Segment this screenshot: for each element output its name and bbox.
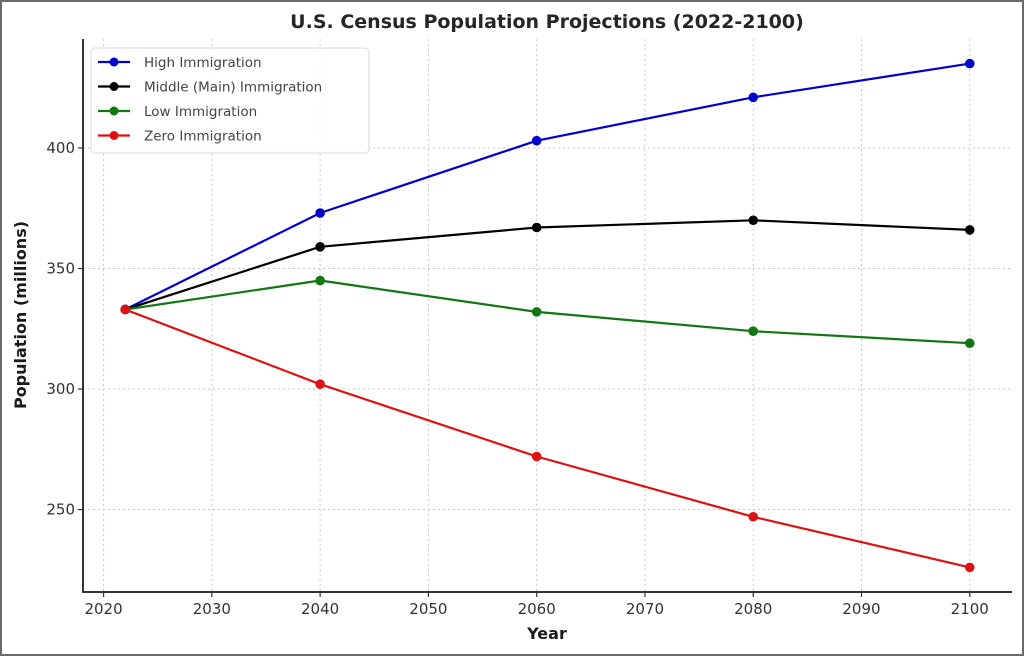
series-low-immigration <box>120 275 975 349</box>
legend: High Immigration Middle (Main) Immigratio… <box>90 47 370 154</box>
series-zero-immigration <box>120 304 975 573</box>
legend-box <box>90 47 370 154</box>
legend-label: Low Immigration <box>144 104 257 120</box>
series-line <box>124 308 971 569</box>
grid <box>83 39 1012 592</box>
data-point <box>964 58 975 69</box>
series-middle-main-immigration <box>120 215 975 315</box>
x-axis-label: Year <box>526 624 567 643</box>
legend-item: Zero Immigration <box>98 129 262 145</box>
y-tick-label: 400 <box>46 139 75 157</box>
data-point <box>748 92 759 103</box>
data-point <box>748 215 759 226</box>
legend-marker-icon <box>109 106 119 116</box>
x-tick-label: 2090 <box>842 600 880 618</box>
legend-item: Low Immigration <box>98 104 257 120</box>
legend-marker-icon <box>109 82 119 91</box>
data-point <box>120 304 131 315</box>
data-point <box>531 451 542 462</box>
legend-label: Middle (Main) Immigration <box>144 80 322 96</box>
x-tick-label: 2020 <box>84 600 122 618</box>
axes: 2020 2030 2040 2050 2060 2070 2080 2090 2100 250 3… <box>46 39 1012 618</box>
data-point <box>531 135 542 146</box>
data-point <box>964 338 975 349</box>
data-point <box>531 307 542 317</box>
data-point <box>964 225 975 235</box>
series <box>120 58 975 573</box>
data-point <box>748 511 759 522</box>
legend-marker-icon <box>109 57 119 67</box>
data-point <box>964 562 975 573</box>
data-point <box>748 326 759 336</box>
x-tick-label: 2080 <box>734 600 772 618</box>
x-tick-label: 2060 <box>518 600 556 618</box>
data-point <box>315 275 325 286</box>
data-point <box>531 222 542 233</box>
data-point <box>315 208 325 218</box>
series-line <box>124 219 970 311</box>
x-tick-label: 2100 <box>951 600 989 618</box>
legend-label: Zero Immigration <box>144 129 262 145</box>
chart-title: U.S. Census Population Projections (2022… <box>290 11 804 33</box>
x-tick-label: 2030 <box>193 600 231 618</box>
y-tick-label: 350 <box>46 259 75 277</box>
y-axis-label: Population (millions) <box>11 221 30 409</box>
legend-item: High Immigration <box>98 55 262 71</box>
legend-label: High Immigration <box>144 55 262 71</box>
x-tick-label: 2070 <box>626 600 664 618</box>
y-tick-label: 250 <box>46 501 75 519</box>
x-tick-label: 2040 <box>301 600 339 618</box>
x-tick-label: 2050 <box>409 600 447 618</box>
data-point <box>315 379 325 390</box>
legend-marker-icon <box>109 131 119 140</box>
data-point <box>315 241 325 252</box>
series-line <box>125 279 970 345</box>
legend-item: Middle (Main) Immigration <box>98 80 322 96</box>
y-tick-label: 300 <box>46 380 75 398</box>
